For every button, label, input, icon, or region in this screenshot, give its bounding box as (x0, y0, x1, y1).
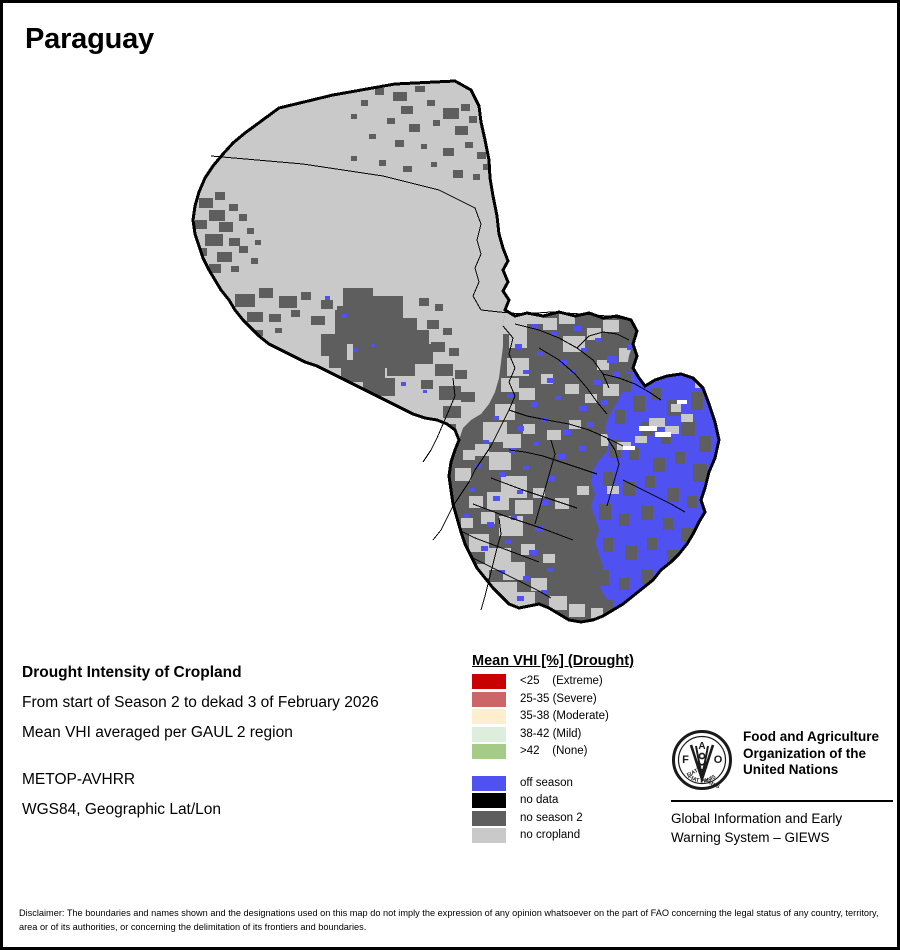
legend-item-severe: 25-35 (Severe) (472, 691, 672, 709)
country-outline (191, 79, 721, 624)
legend-label-off-season: off season (520, 776, 573, 789)
legend-title: Mean VHI [%] (Drought) (472, 653, 634, 669)
legend-label-no-cropland: no cropland (520, 829, 581, 842)
legend-swatch-no-cropland (472, 828, 506, 844)
info-block: Drought Intensity of Cropland From start… (22, 658, 462, 825)
legend-swatch-none (472, 744, 506, 760)
legend-label-no-data: no data (520, 794, 559, 807)
legend-item-no-cropland: no cropland (472, 827, 672, 845)
fao-divider (671, 800, 893, 802)
legend-label-none: >42 (None) (520, 745, 588, 758)
svg-text:O: O (714, 754, 723, 766)
fao-org-line2: Organization of the (743, 745, 866, 761)
legend-item-off-season: off season (472, 775, 672, 793)
giews-line2: Warning System – GIEWS (671, 830, 830, 845)
legend-label-mild: 38-42 (Mild) (520, 727, 582, 740)
map-base-fill (193, 81, 719, 622)
info-heading: Drought Intensity of Cropland (22, 664, 242, 681)
legend-spacer (472, 761, 672, 775)
disclaimer-text: Disclaimer: The boundaries and names sho… (19, 908, 879, 932)
legend-item-no-data: no data (472, 792, 672, 810)
legend-label-moderate: 35-38 (Moderate) (520, 710, 609, 723)
svg-text:A: A (698, 741, 705, 752)
legend-swatch-extreme (472, 674, 506, 690)
legend-item-extreme: <25 (Extreme) (472, 673, 672, 691)
info-sensor: METOP-AVHRR (22, 771, 136, 788)
admin-boundaries (210, 155, 686, 611)
legend-item-moderate: 35-38 (Moderate) (472, 708, 672, 726)
legend: Mean VHI [%] (Drought) <25 (Extreme) 25-… (472, 653, 672, 845)
legend-swatch-moderate (472, 709, 506, 725)
info-aggregation: Mean VHI averaged per GAUL 2 region (22, 724, 293, 741)
giews-line1: Global Information and Early (671, 811, 843, 826)
svg-text:F: F (682, 754, 689, 766)
fao-organization-name: Food and Agriculture Organization of the… (743, 729, 879, 779)
info-gap (22, 748, 462, 765)
legend-item-none: >42 (None) (472, 743, 672, 761)
svg-text:FIAT: FIAT (686, 768, 700, 779)
legend-label-extreme: <25 (Extreme) (520, 675, 603, 688)
legend-item-no-season-2: no season 2 (472, 810, 672, 828)
legend-swatch-severe (472, 691, 506, 707)
fao-block: A F O FIAT PANIS FIAT PANIS Food and Agr… (671, 729, 893, 847)
page-title: Paraguay (25, 23, 154, 55)
legend-swatch-no-data (472, 793, 506, 809)
legend-swatch-mild (472, 726, 506, 742)
map-graphic (3, 48, 897, 638)
fao-logo-icon: A F O FIAT PANIS FIAT PANIS (671, 729, 733, 791)
info-period: From start of Season 2 to dekad 3 of Feb… (22, 694, 379, 711)
fao-org-line3: United Nations (743, 762, 839, 777)
info-projection: WGS84, Geographic Lat/Lon (22, 801, 222, 818)
legend-label-severe: 25-35 (Severe) (520, 692, 597, 705)
fao-org-line1: Food and Agriculture (743, 729, 879, 744)
legend-item-mild: 38-42 (Mild) (472, 726, 672, 744)
legend-label-no-season-2: no season 2 (520, 811, 583, 824)
giews-name: Global Information and Early Warning Sys… (671, 809, 893, 847)
fao-header: A F O FIAT PANIS FIAT PANIS Food and Agr… (671, 729, 893, 791)
svg-text:FIAT PANIS: FIAT PANIS (687, 774, 718, 784)
legend-swatch-off-season (472, 775, 506, 791)
legend-swatch-no-season-2 (472, 810, 506, 826)
